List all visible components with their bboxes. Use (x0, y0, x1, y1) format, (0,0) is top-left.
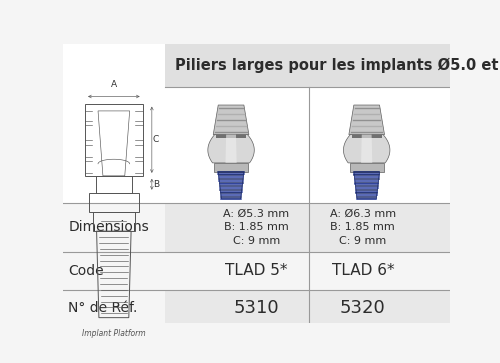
Bar (62, 290, 165, 327)
Polygon shape (213, 105, 249, 135)
Bar (88, 193, 139, 212)
Bar (214, 163, 248, 172)
Bar (165, 252, 308, 290)
Polygon shape (208, 135, 254, 163)
Bar (350, 163, 384, 172)
Text: C: C (153, 135, 159, 144)
Bar (165, 44, 450, 87)
Text: 5310: 5310 (234, 299, 279, 317)
Bar (165, 290, 308, 327)
Text: B: B (153, 180, 159, 189)
Bar (165, 203, 308, 252)
Text: TLAD 5*: TLAD 5* (225, 263, 288, 278)
Bar (62, 252, 165, 290)
Bar (308, 290, 450, 327)
Bar (216, 135, 246, 138)
Text: TLAD 6*: TLAD 6* (332, 263, 394, 278)
Text: 5320: 5320 (340, 299, 386, 317)
Polygon shape (344, 135, 390, 163)
Bar (308, 203, 450, 252)
Polygon shape (349, 105, 384, 135)
Text: N° de Réf.: N° de Réf. (68, 301, 138, 315)
Text: Code: Code (68, 264, 104, 278)
Bar (352, 135, 382, 138)
Polygon shape (361, 135, 372, 163)
Bar (62, 203, 165, 252)
Text: A: Ø5.3 mm
B: 1.85 mm
C: 9 mm: A: Ø5.3 mm B: 1.85 mm C: 9 mm (223, 209, 290, 245)
Bar (165, 87, 450, 203)
Text: Piliers larges pour les implants Ø5.0 et Ø6.0 mm: Piliers larges pour les implants Ø5.0 et… (175, 58, 500, 73)
Bar (85, 104, 142, 176)
Text: Dimensions: Dimensions (68, 220, 149, 234)
Bar (93, 212, 134, 231)
Text: A: Ø6.3 mm
B: 1.85 mm
C: 9 mm: A: Ø6.3 mm B: 1.85 mm C: 9 mm (330, 209, 396, 245)
Bar (96, 176, 132, 193)
Text: Implant Platform: Implant Platform (82, 329, 146, 338)
Bar (308, 252, 450, 290)
Polygon shape (226, 135, 236, 163)
Text: A: A (111, 80, 117, 89)
Bar (62, 44, 165, 203)
